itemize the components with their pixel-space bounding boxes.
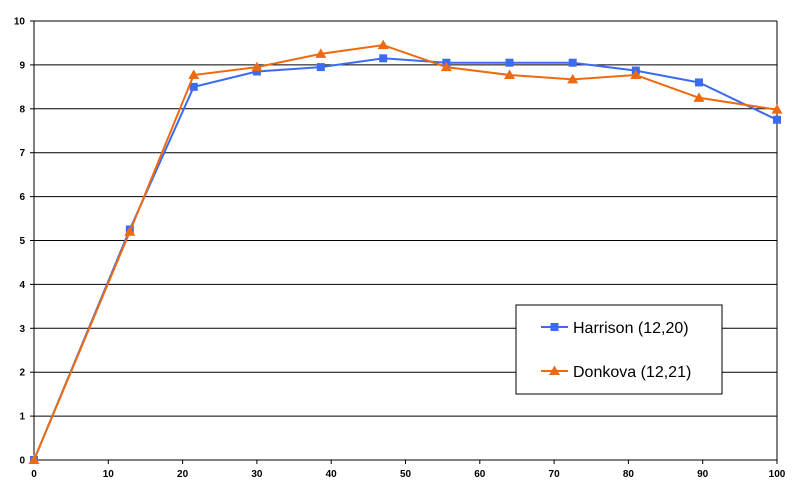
x-tick-label: 30 (251, 469, 263, 480)
y-tick-label: 3 (19, 324, 25, 335)
x-axis-ticks: 0 10 20 30 40 50 60 70 80 90 100 (31, 460, 786, 480)
y-tick-label: 1 (19, 412, 25, 423)
legend: Harrison (12,20) Donkova (12,21) (515, 304, 723, 395)
data-point-s1-8 (567, 73, 579, 84)
data-point-s1-6 (440, 61, 452, 72)
data-point-s1-1 (124, 226, 136, 236)
y-tick-label: 5 (19, 236, 25, 247)
series-line-1 (33, 44, 778, 461)
data-point-s1-0 (28, 454, 40, 464)
data-point-s0-11 (773, 115, 781, 124)
legend-label-1: Donkova (12,21) (573, 364, 691, 381)
data-point-s0-5 (379, 54, 388, 63)
y-tick-label: 2 (19, 368, 25, 379)
legend-label-0: Harrison (12,20) (573, 320, 689, 337)
data-point-s0-10 (694, 78, 703, 87)
x-tick-label: 80 (623, 469, 635, 480)
data-point-s0-3 (252, 67, 261, 76)
legend-box (515, 304, 723, 395)
data-point-s1-3 (251, 61, 263, 72)
data-point-s1-5 (377, 39, 389, 50)
y-tick-label: 10 (14, 17, 26, 28)
y-tick-label: 8 (19, 104, 25, 115)
data-point-s0-2 (189, 82, 198, 91)
legend-marker-1 (549, 365, 560, 375)
x-tick-label: 90 (697, 469, 709, 480)
y-tick-label: 4 (19, 280, 25, 291)
y-tick-label: 6 (19, 192, 25, 203)
data-point-s1-7 (504, 69, 516, 79)
data-point-s1-4 (315, 48, 327, 58)
y-tick-label: 7 (19, 148, 25, 159)
data-point-s0-4 (316, 63, 325, 72)
y-tick-label: 9 (19, 60, 25, 71)
x-tick-label: 70 (549, 469, 561, 480)
data-point-s1-11 (771, 104, 783, 114)
y-tick-label: 0 (19, 456, 25, 467)
data-point-s1-10 (693, 92, 705, 102)
x-tick-label: 50 (400, 469, 412, 480)
x-tick-label: 60 (474, 469, 486, 480)
x-tick-label: 0 (31, 469, 37, 480)
data-point-s1-9 (630, 69, 642, 79)
x-tick-label: 100 (769, 469, 786, 480)
series-1 (28, 39, 783, 464)
x-tick-label: 10 (103, 469, 115, 480)
legend-marker-0 (550, 323, 559, 331)
data-point-s1-2 (188, 69, 200, 79)
series-group (28, 39, 783, 464)
x-tick-label: 20 (177, 469, 189, 480)
series-line-0 (33, 57, 778, 461)
gridlines (34, 20, 777, 461)
y-axis-ticks: 0 1 2 3 4 5 6 7 8 9 10 (14, 17, 34, 467)
data-point-s0-7 (505, 58, 514, 67)
data-point-s0-8 (568, 58, 577, 67)
x-tick-label: 40 (326, 469, 338, 480)
series-0 (30, 54, 781, 464)
